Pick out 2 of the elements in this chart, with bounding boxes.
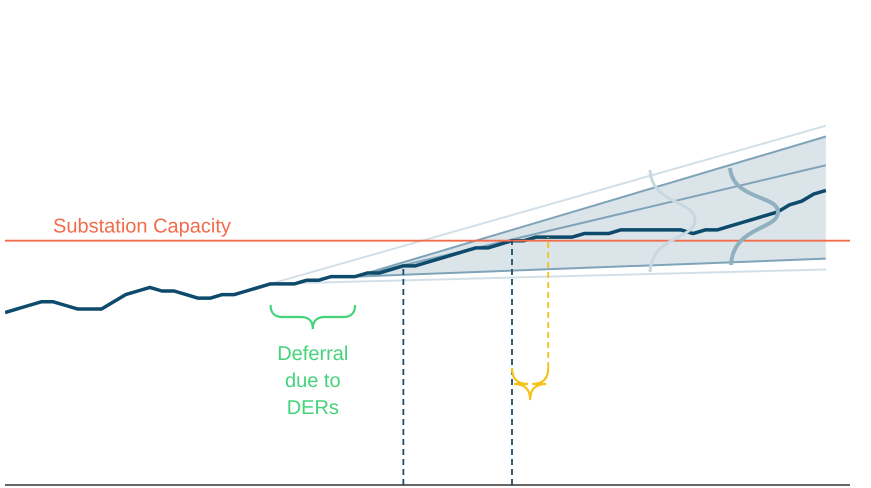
ref-line-label: Substation Capacity (53, 216, 231, 238)
annotation: Deferral due to DERs (276, 342, 350, 421)
